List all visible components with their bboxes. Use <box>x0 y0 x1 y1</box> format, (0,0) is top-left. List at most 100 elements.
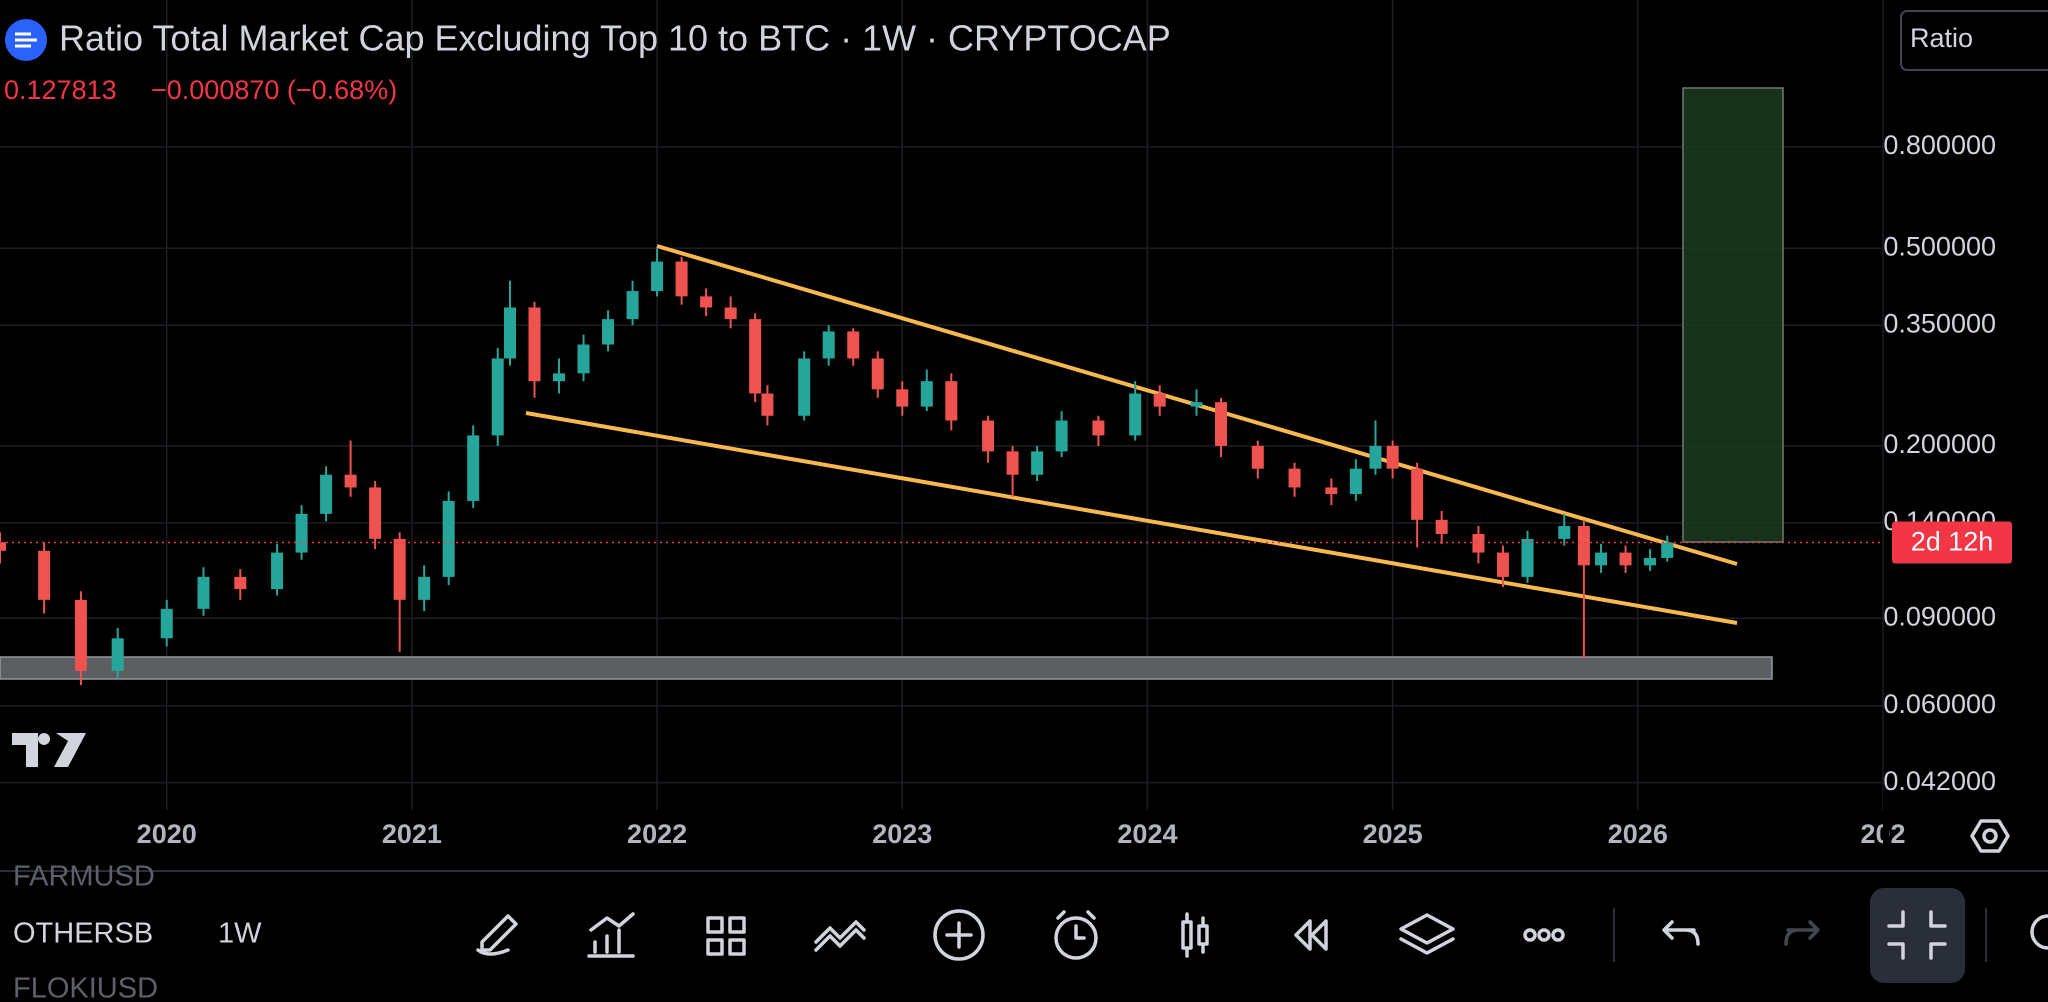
candle-body <box>847 331 860 359</box>
y-tick-label: 0.200000 <box>1883 429 1996 459</box>
target-box <box>1682 87 1784 543</box>
candle-body <box>1558 525 1571 539</box>
candle-body <box>1521 538 1534 577</box>
candle-body <box>234 576 247 590</box>
candle-body <box>1055 420 1068 452</box>
last-price: 0.127813 <box>4 75 117 105</box>
candle-body <box>442 500 455 577</box>
candle-body <box>418 576 431 600</box>
candle-body <box>344 474 357 488</box>
layers-icon[interactable] <box>1399 913 1455 955</box>
support-zone <box>0 656 1773 680</box>
indicators-icon[interactable] <box>587 912 635 958</box>
replay-icon[interactable] <box>1294 919 1328 951</box>
ratio-button-label[interactable]: Ratio <box>1910 23 1973 53</box>
symbol-name[interactable]: OTHERSB <box>13 918 153 950</box>
y-tick-label: 0.042000 <box>1883 766 1996 796</box>
redo-icon[interactable] <box>1784 920 1820 946</box>
candle-body <box>749 319 762 394</box>
fullscreen-icon <box>1887 910 1947 960</box>
price-change: −0.000870 (−0.68%) <box>151 75 397 105</box>
patterns-icon[interactable] <box>814 920 866 952</box>
chart-type-icon[interactable] <box>1181 912 1209 958</box>
prev-symbol[interactable]: FARMUSD <box>13 861 155 893</box>
add-icon[interactable] <box>933 909 985 961</box>
x-tick-label: 2024 <box>1117 819 1177 849</box>
overlay: 0.0420000.0600000.0900000.1400000.200000… <box>0 130 2012 850</box>
candle-body <box>503 307 516 359</box>
y-tick-label: 0.090000 <box>1883 601 1996 631</box>
candle-body <box>74 599 87 671</box>
candle-body <box>920 381 933 407</box>
candle-body <box>1435 519 1448 534</box>
layout-icon[interactable] <box>706 916 746 956</box>
candle-body <box>822 331 835 359</box>
candle-body <box>798 358 811 416</box>
ratio-button[interactable] <box>1900 10 2048 71</box>
candle-body <box>1577 525 1590 566</box>
ideas-icon[interactable] <box>2030 914 2048 950</box>
candle-body <box>369 487 382 539</box>
settings-icon-center <box>1982 828 1998 844</box>
candle-body <box>1251 445 1264 469</box>
candle-body <box>945 381 958 421</box>
draw-icon[interactable] <box>476 914 518 956</box>
y-tick-label: 0.800000 <box>1883 130 1996 160</box>
candle-body <box>1153 393 1166 407</box>
candle-body <box>1006 451 1019 475</box>
candle-body <box>1288 468 1301 488</box>
candle-body <box>1496 552 1509 577</box>
candle-body <box>271 552 284 590</box>
candle-body <box>700 296 713 308</box>
candle-body <box>467 435 480 501</box>
more-dot-2 <box>1537 928 1551 942</box>
more-dot-1[interactable] <box>1523 928 1537 942</box>
candle-body <box>1129 393 1142 436</box>
tv-logo <box>12 733 86 767</box>
candle-body <box>1661 542 1674 558</box>
candle-body <box>651 261 664 292</box>
next-symbol[interactable]: FLOKIUSD <box>13 973 158 1002</box>
candle-body <box>491 358 504 436</box>
candle-body <box>1190 402 1203 407</box>
candle-body <box>1472 533 1485 553</box>
candle-body <box>295 513 308 553</box>
candle-body <box>1031 451 1044 475</box>
lower-trendline <box>525 411 1738 625</box>
price-scale-edge <box>1883 790 1889 850</box>
more-dot-3 <box>1551 928 1565 942</box>
x-tick-label: 2021 <box>382 819 442 849</box>
x-tick-label: 2020 <box>137 819 197 849</box>
countdown-badge <box>1892 521 2012 564</box>
settings-icon[interactable] <box>1970 819 2010 853</box>
x-tick-label: 2023 <box>872 819 932 849</box>
y-tick-label: 0.350000 <box>1883 308 1996 338</box>
candle-body <box>982 420 995 452</box>
candle-body <box>896 389 909 407</box>
candle-body <box>1325 487 1338 495</box>
candle-body <box>1092 420 1105 436</box>
x-tick-label: 2022 <box>627 819 687 849</box>
candle-body <box>160 608 173 639</box>
candle-body <box>528 307 541 382</box>
candle-body <box>553 373 566 382</box>
alert-icon[interactable] <box>1054 916 1098 960</box>
candle-body <box>675 261 688 297</box>
interval[interactable]: 1W <box>218 918 262 950</box>
y-tick-label: 0.500000 <box>1883 231 1996 261</box>
candle-body <box>38 550 51 600</box>
candle-body <box>871 358 884 390</box>
x-tick-label: 2026 <box>1608 819 1668 849</box>
candle-body <box>1369 445 1382 469</box>
symbol-logo-mark <box>15 32 37 48</box>
chart-title: Ratio Total Market Cap Excluding Top 10 … <box>59 18 1171 59</box>
fullscreen-button[interactable] <box>1870 888 1965 983</box>
candle-body <box>577 344 590 374</box>
undo-icon[interactable] <box>1662 920 1700 946</box>
candle-body <box>1386 445 1399 469</box>
candle-body <box>1619 552 1632 566</box>
candle-body <box>0 542 6 551</box>
candle-body <box>724 307 737 320</box>
x-tick-label: 2025 <box>1363 819 1423 849</box>
candle-body <box>1349 468 1362 495</box>
